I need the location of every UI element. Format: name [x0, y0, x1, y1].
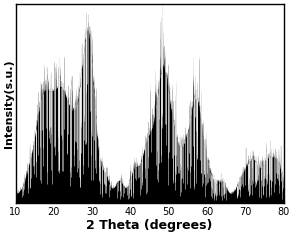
X-axis label: 2 Theta (degrees): 2 Theta (degrees) — [86, 219, 213, 232]
Y-axis label: Intensity(s.u.): Intensity(s.u.) — [4, 59, 14, 148]
